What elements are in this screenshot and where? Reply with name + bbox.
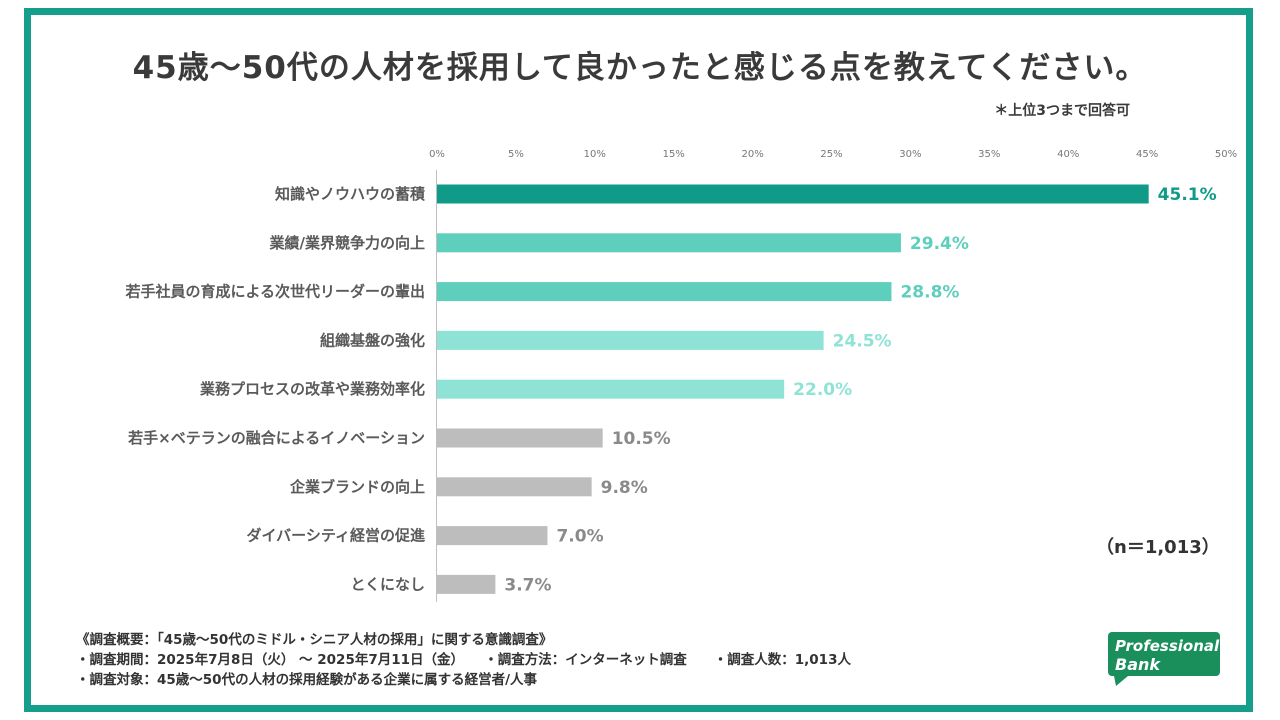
data-label: 3.7%: [504, 575, 551, 595]
x-tick-label: 30%: [899, 149, 921, 160]
data-label: 10.5%: [612, 429, 671, 449]
bar: [437, 282, 892, 302]
x-tick-label: 15%: [663, 149, 685, 160]
bar: [437, 428, 603, 448]
bar: [437, 526, 548, 546]
survey-target: ・調査対象：45歳〜50代の人材の採用経験がある企業に属する経営者/人事: [76, 672, 538, 688]
answer-note: ＊上位3つまで回答可: [994, 103, 1130, 119]
bar-series: 知識やノウハウの蓄積 45.1% 業績/業界競争力の向上 29.4% 若手社員の育成によ…: [124, 184, 1217, 595]
category-label: 知識やノウハウの蓄積: [275, 185, 426, 203]
slide-frame: [24, 8, 1253, 712]
survey-overview: 《調査概要：「45歳〜50代のミドル・シニア人材の採用」に関する意識調査》 ・調…: [76, 630, 851, 690]
bar: [437, 379, 785, 399]
x-tick-label: 50%: [1215, 149, 1237, 160]
category-label: 若手社員の育成による次世代リーダーの輩出: [124, 283, 425, 301]
data-label: 28.8%: [900, 283, 959, 303]
x-tick-label: 5%: [508, 149, 524, 160]
survey-overview-title: 《調査概要：「45歳〜50代のミドル・シニア人材の採用」に関する意識調査》: [76, 632, 553, 648]
x-tick-label: 35%: [978, 149, 1000, 160]
x-tick-label: 0%: [429, 149, 445, 160]
data-label: 45.1%: [1158, 185, 1217, 205]
bar: [437, 330, 824, 350]
bar: [437, 574, 496, 594]
bar: [437, 184, 1149, 204]
category-label: ダイバーシティ経営の促進: [246, 527, 426, 545]
survey-period-method-count: ・調査期間：2025年7月8日（火） 〜 2025年7月11日（金） ・調査方法…: [76, 652, 851, 668]
x-tick-label: 40%: [1057, 149, 1079, 160]
x-tick-label: 20%: [741, 149, 763, 160]
sample-size-label: （n＝1,013）: [1096, 537, 1220, 558]
x-tick-labels: 0% 5% 10% 15% 20% 25% 30% 35% 40% 45% 50%: [429, 149, 1237, 160]
x-tick-label: 10%: [584, 149, 606, 160]
logo-text-professional: Professional: [1115, 637, 1220, 655]
chart-title: 45歳〜50代の人材を採用して良かったと感じる点を教えてください。: [132, 50, 1148, 86]
bar: [437, 477, 592, 497]
data-label: 7.0%: [556, 527, 603, 547]
logo-text-bank: Bank: [1115, 655, 1161, 674]
category-label: 業務プロセスの改革や業務効率化: [199, 380, 425, 398]
data-label: 9.8%: [601, 478, 648, 498]
professional-bank-logo: Professional Bank: [1108, 632, 1220, 686]
category-label: とくになし: [350, 575, 425, 593]
category-label: 若手×ベテランの融合によるイノベーション: [127, 429, 425, 447]
bar: [437, 233, 901, 253]
category-label: 組織基盤の強化: [320, 331, 425, 349]
category-label: 企業ブランドの向上: [289, 478, 425, 496]
category-label: 業績/業界競争力の向上: [269, 234, 425, 252]
x-tick-label: 45%: [1136, 149, 1158, 160]
x-tick-label: 25%: [820, 149, 842, 160]
data-label: 24.5%: [833, 331, 892, 351]
data-label: 22.0%: [793, 380, 852, 400]
data-label: 29.4%: [910, 234, 969, 254]
